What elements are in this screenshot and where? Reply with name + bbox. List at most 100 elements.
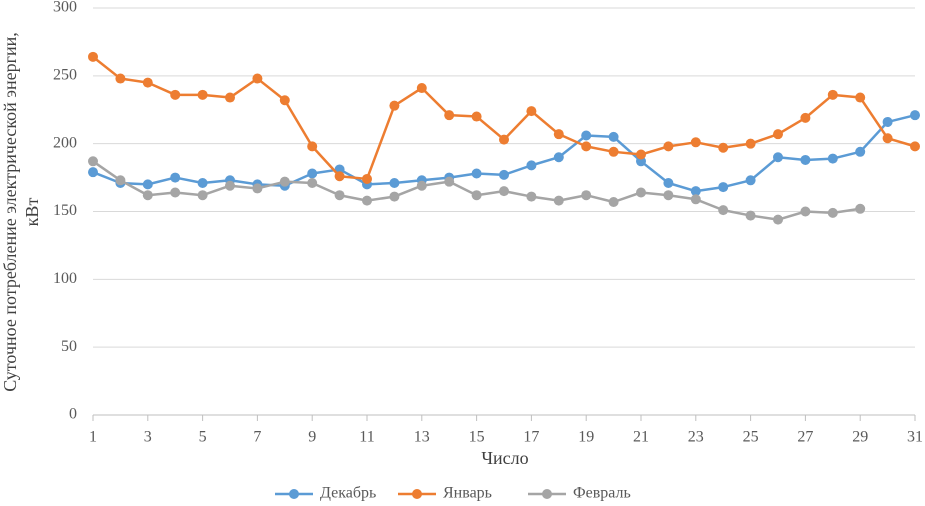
- y-axis-label-line: кВт: [22, 198, 42, 227]
- point: [225, 92, 235, 103]
- x-tick-label: 1: [89, 429, 97, 446]
- point: [608, 146, 619, 157]
- point: [471, 111, 482, 122]
- point: [307, 141, 318, 152]
- point: [252, 183, 263, 194]
- legend-label: Январь: [443, 485, 492, 502]
- point: [827, 207, 838, 218]
- x-tick-label: 13: [414, 429, 430, 446]
- point: [745, 175, 756, 186]
- point: [855, 92, 866, 103]
- x-tick-label: 9: [308, 429, 316, 446]
- point: [910, 141, 920, 152]
- point: [416, 83, 427, 94]
- point: [334, 190, 345, 201]
- y-axis-label-line: Суточное потребление электрической энерг…: [0, 32, 20, 392]
- point: [718, 182, 729, 193]
- x-tick-label: 29: [852, 429, 868, 446]
- point: [142, 77, 153, 88]
- point: [882, 133, 893, 144]
- x-tick-label: 21: [633, 429, 649, 446]
- x-tick-label: 17: [523, 429, 539, 446]
- point: [581, 190, 592, 201]
- point: [225, 180, 235, 191]
- point: [608, 131, 619, 142]
- y-tick-label: 50: [61, 338, 77, 355]
- point: [718, 205, 729, 216]
- point: [882, 116, 893, 127]
- point: [800, 112, 811, 123]
- point: [663, 178, 674, 189]
- point: [499, 186, 509, 197]
- point: [499, 169, 509, 180]
- y-tick-label: 0: [69, 406, 77, 423]
- legend-marker: [542, 489, 552, 499]
- point: [444, 110, 455, 121]
- point: [773, 214, 783, 225]
- point: [827, 153, 838, 164]
- point: [663, 190, 674, 201]
- y-tick-label: 150: [53, 202, 77, 219]
- point: [279, 95, 290, 106]
- point: [389, 178, 400, 189]
- x-tick-label: 7: [253, 429, 261, 446]
- y-tick-label: 300: [53, 0, 77, 16]
- point: [526, 191, 537, 202]
- point: [416, 180, 427, 191]
- point: [581, 130, 592, 141]
- point: [307, 168, 318, 179]
- point: [800, 154, 811, 165]
- point: [855, 146, 866, 157]
- point: [115, 175, 126, 186]
- x-tick-label: 19: [578, 429, 594, 446]
- point: [197, 89, 208, 100]
- point: [773, 129, 783, 140]
- point: [526, 106, 537, 117]
- y-tick-label: 200: [53, 134, 77, 151]
- point: [362, 173, 372, 184]
- point: [279, 176, 290, 187]
- point: [334, 171, 345, 182]
- point: [553, 152, 564, 163]
- point: [690, 194, 701, 205]
- x-tick-label: 23: [688, 429, 704, 446]
- point: [800, 206, 811, 217]
- point: [252, 73, 263, 84]
- x-axis-label: Число: [481, 448, 528, 468]
- point: [553, 129, 564, 140]
- point: [827, 89, 838, 100]
- point: [197, 178, 208, 189]
- point: [389, 100, 400, 111]
- point: [142, 190, 153, 201]
- legend-marker: [289, 489, 299, 499]
- point: [663, 141, 674, 152]
- point: [170, 187, 181, 198]
- point: [88, 51, 98, 62]
- point: [444, 176, 455, 187]
- point: [690, 186, 701, 197]
- point: [773, 152, 783, 163]
- point: [745, 138, 756, 149]
- series-line: [92, 55, 916, 181]
- point: [636, 187, 646, 198]
- point: [526, 160, 537, 171]
- point: [553, 195, 564, 206]
- x-tick-label: 25: [743, 429, 759, 446]
- x-tick-label: 3: [144, 429, 152, 446]
- x-tick-label: 31: [907, 429, 923, 446]
- point: [718, 142, 729, 153]
- x-tick-label: 27: [797, 429, 813, 446]
- y-tick-label: 250: [53, 67, 77, 84]
- point: [307, 178, 318, 189]
- point: [471, 190, 482, 201]
- point: [142, 179, 153, 190]
- point: [855, 203, 866, 214]
- x-tick-label: 5: [199, 429, 207, 446]
- point: [115, 73, 126, 84]
- x-tick-label: 15: [469, 429, 485, 446]
- point: [499, 134, 509, 145]
- point: [608, 197, 619, 208]
- legend-label: Декабрь: [320, 485, 376, 502]
- point: [88, 167, 98, 178]
